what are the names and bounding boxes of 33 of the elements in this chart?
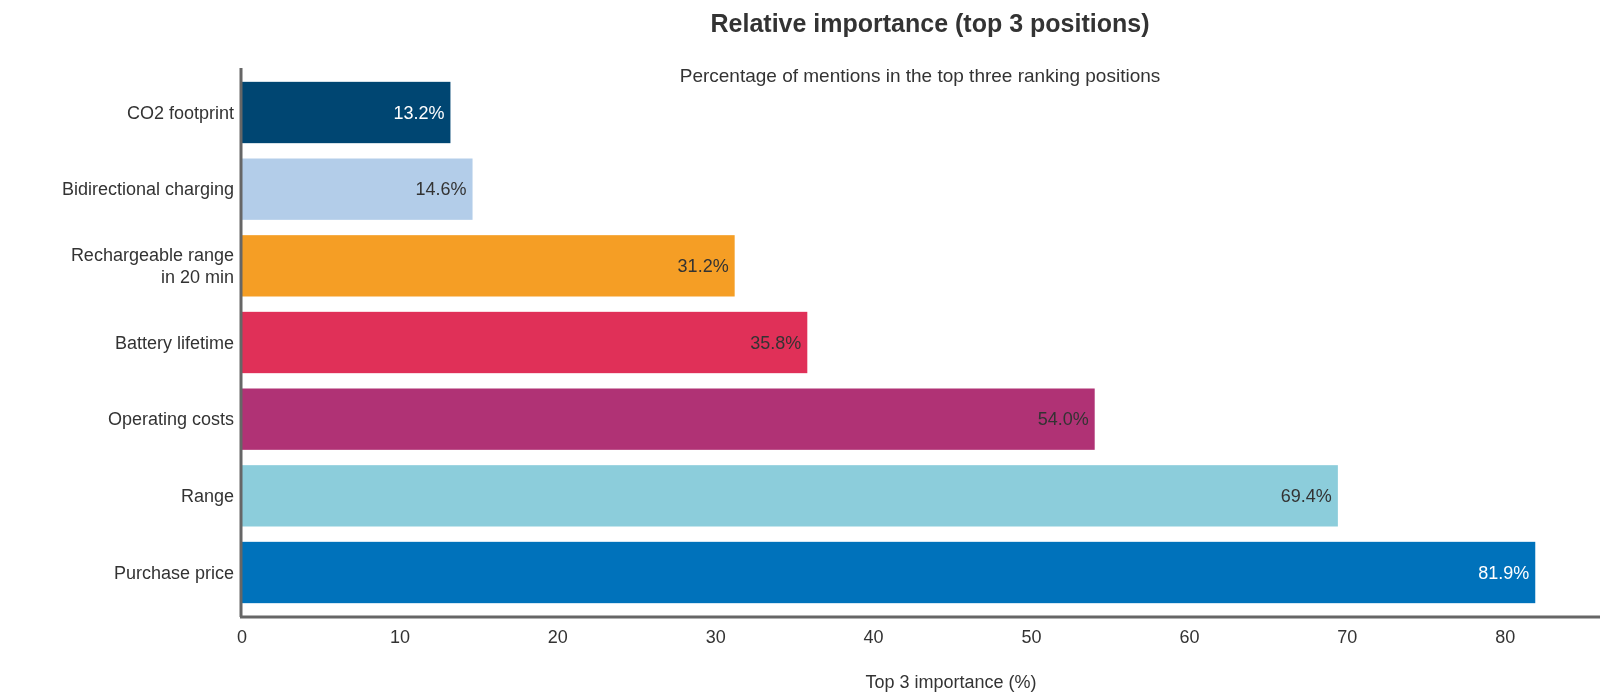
x-tick-label: 60: [1179, 627, 1200, 647]
x-tick-label: 30: [705, 627, 726, 647]
bar: [242, 311, 808, 374]
bar: [242, 388, 1095, 450]
data-label: 31.2%: [677, 256, 729, 277]
data-label: 13.2%: [393, 102, 445, 123]
y-tick-label: Purchase price: [113, 562, 234, 583]
data-label: 14.6%: [415, 179, 467, 200]
x-tick-label: 10: [389, 627, 410, 647]
data-label: 54.0%: [1037, 409, 1089, 430]
data-label: 69.4%: [1280, 486, 1332, 507]
x-tick-label: 50: [1021, 627, 1042, 647]
y-tick-label: CO2 footprint: [126, 102, 234, 123]
chart-subtitle: Percentage of mentions in the top three ranking positions: [679, 65, 1161, 86]
bar: [242, 235, 735, 297]
x-tick-label: 0: [236, 627, 248, 647]
x-axis-title: Top 3 importance (%): [865, 672, 1037, 692]
bar: [242, 158, 473, 220]
bar: [242, 81, 451, 144]
y-tick-label: Operating costs: [107, 409, 234, 430]
x-tick-label: 40: [863, 627, 884, 647]
y-tick-label: Battery lifetime: [114, 332, 234, 353]
y-tick-label: Range: [180, 486, 234, 507]
y-tick-label: Rechargeable range in 20 min: [70, 245, 234, 287]
x-tick-label: 20: [547, 627, 568, 647]
bar: [242, 465, 1338, 527]
data-label: 35.8%: [750, 332, 802, 353]
x-tick-label: 70: [1337, 627, 1358, 647]
data-label: 81.9%: [1478, 562, 1530, 583]
bar: [242, 541, 1536, 604]
x-tick-label: 80: [1495, 627, 1516, 647]
chart-title: Relative importance (top 3 positions): [710, 9, 1150, 37]
y-tick-label: Bidirectional charging: [61, 179, 234, 200]
